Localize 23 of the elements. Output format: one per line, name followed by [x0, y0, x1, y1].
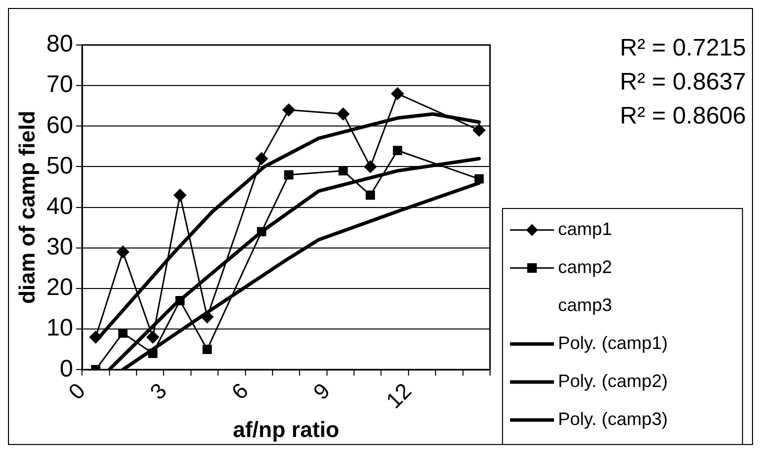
y-tick-label: 80: [46, 30, 74, 58]
y-tick-label: 10: [46, 314, 74, 342]
legend-label: Poly. (camp2): [558, 370, 668, 391]
legend-label: camp1: [558, 218, 612, 239]
y-tick-label: 20: [46, 274, 74, 302]
legend-label: Poly. (camp1): [558, 332, 668, 353]
y-tick-label: 50: [46, 152, 74, 180]
text: R² = 0.8637: [620, 68, 746, 96]
x-tick-label: 3: [145, 378, 172, 404]
text: R² = 0.7215: [620, 34, 746, 62]
legend-label: camp2: [558, 256, 612, 277]
y-tick-label: 40: [46, 192, 74, 220]
y-tick-label: 70: [46, 71, 74, 98]
x-tick-label: 9: [308, 378, 335, 404]
y-axis-title: diam of camp field: [14, 110, 40, 304]
y-tick-label: 30: [46, 234, 74, 261]
legend-label: Poly. (camp3): [558, 408, 668, 429]
x-tick-label: 12: [381, 378, 416, 414]
y-tick-label: 60: [46, 112, 74, 139]
text: camp3: [558, 294, 612, 315]
x-tick-label: 6: [226, 378, 254, 404]
text: R² = 0.8606: [620, 102, 746, 130]
x-axis-title: af/np ratio: [232, 416, 340, 442]
